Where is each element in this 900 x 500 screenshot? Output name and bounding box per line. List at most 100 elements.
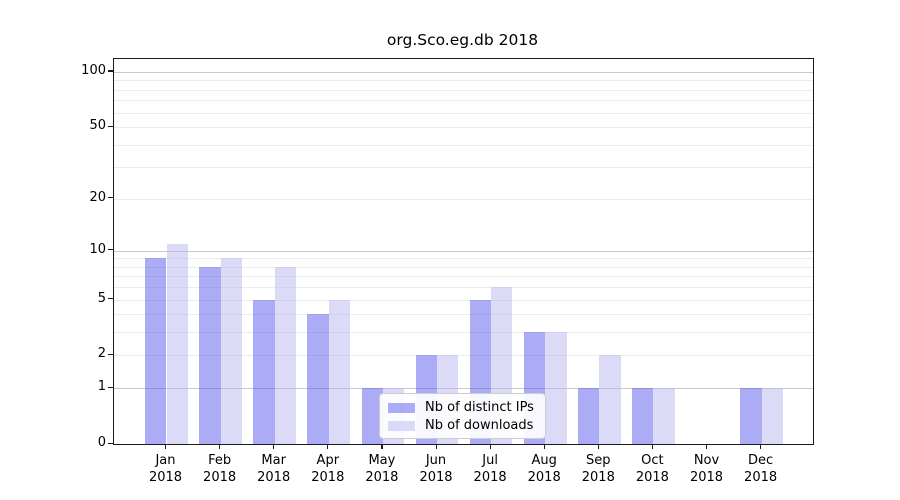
- x-tick-year: 2018: [365, 470, 399, 485]
- bar-nb-of-downloads-aug: [545, 332, 567, 444]
- x-tick-year: 2018: [581, 470, 615, 485]
- bar-nb-of-distinct-ips-apr: [307, 314, 329, 444]
- x-tick-label: Apr 2018: [298, 452, 358, 486]
- gridline-minor: [114, 314, 813, 316]
- y-tick-mark: [108, 298, 113, 300]
- y-tick-mark: [108, 353, 113, 356]
- x-tick-year: 2018: [148, 470, 183, 485]
- x-tick-month: Sep: [586, 453, 611, 468]
- gridline-minor: [114, 80, 813, 82]
- x-tick-label: Jan 2018: [136, 452, 196, 486]
- x-tick-year: 2018: [203, 470, 237, 485]
- x-tick-label: Jul 2018: [460, 452, 520, 486]
- bar-nb-of-downloads-mar: [274, 266, 297, 444]
- x-tick-month: Jan: [155, 453, 176, 468]
- bar-nb-of-distinct-ips-feb: [199, 266, 221, 444]
- x-tick-mark: [165, 444, 167, 449]
- gridline-minor: [114, 100, 813, 102]
- x-tick-year: 2018: [419, 470, 453, 485]
- y-tick-label: 5: [97, 290, 106, 306]
- x-tick-month: Dec: [748, 453, 774, 468]
- bar-nb-of-downloads-apr: [328, 299, 351, 444]
- x-tick-mark: [435, 444, 437, 449]
- bar-nb-of-downloads-oct: [653, 388, 675, 444]
- gridline-minor: [114, 144, 813, 146]
- bar-nb-of-downloads-feb: [220, 258, 242, 444]
- y-tick-mark: [108, 386, 113, 388]
- y-tick-mark: [108, 125, 113, 127]
- gridline-minor: [114, 276, 813, 278]
- x-tick-month: Jun: [425, 453, 447, 468]
- x-tick-label: Sep 2018: [568, 452, 628, 486]
- bar-nb-of-distinct-ips-dec: [740, 388, 762, 444]
- gridline-major: [114, 71, 813, 73]
- x-tick-year: 2018: [257, 470, 291, 485]
- y-tick-label: 10: [89, 241, 106, 257]
- y-tick-label: 2: [97, 346, 106, 362]
- x-tick-mark: [597, 444, 599, 449]
- gridline-minor: [114, 355, 813, 357]
- gridline-minor: [114, 198, 813, 200]
- gridline-minor: [114, 287, 813, 289]
- x-tick-year: 2018: [473, 470, 507, 485]
- x-tick-label: Jun 2018: [406, 452, 466, 486]
- x-tick-label: Dec 2018: [731, 452, 791, 486]
- x-tick-label: Feb 2018: [190, 452, 250, 486]
- legend-label-distinct-ips: Nb of distinct IPs: [425, 400, 534, 415]
- y-tick-mark: [108, 249, 113, 251]
- bar-nb-of-distinct-ips-sep: [577, 388, 600, 444]
- gridline-minor: [114, 167, 813, 169]
- y-tick-label: 0: [97, 435, 106, 450]
- bar-nb-of-distinct-ips-jan: [145, 258, 167, 444]
- x-tick-year: 2018: [311, 470, 345, 485]
- y-tick-mark: [108, 70, 113, 72]
- x-tick-mark: [219, 444, 221, 449]
- x-tick-month: Feb: [208, 453, 232, 468]
- x-tick-month: Apr: [316, 453, 340, 468]
- y-tick-label: 20: [89, 189, 106, 205]
- legend-item-distinct-ips: Nb of distinct IPs: [388, 399, 537, 416]
- gridline-minor: [114, 127, 813, 128]
- x-tick-month: Jul: [482, 453, 498, 468]
- gridline-minor: [114, 258, 813, 260]
- x-tick-label: Aug 2018: [514, 452, 574, 486]
- gridline-minor: [114, 332, 813, 334]
- x-tick-month: Mar: [261, 453, 286, 468]
- legend: Nb of distinct IPs Nb of downloads: [379, 393, 546, 439]
- x-tick-mark: [273, 444, 275, 449]
- y-tick-label: 50: [89, 118, 106, 133]
- x-tick-label: Nov 2018: [677, 452, 737, 486]
- x-tick-mark: [543, 444, 545, 449]
- x-tick-mark: [327, 444, 329, 449]
- x-tick-mark: [489, 444, 491, 449]
- gridline-minor: [114, 299, 813, 301]
- legend-label-downloads: Nb of downloads: [425, 418, 534, 433]
- x-tick-month: Nov: [693, 453, 720, 468]
- gridline-major: [114, 250, 813, 252]
- gridline-major: [114, 388, 813, 390]
- x-tick-month: May: [368, 453, 396, 468]
- legend-item-downloads: Nb of downloads: [388, 417, 537, 434]
- x-tick-year: 2018: [689, 470, 724, 485]
- bar-nb-of-downloads-sep: [599, 355, 621, 444]
- x-tick-month: Aug: [531, 453, 557, 468]
- x-tick-label: Oct 2018: [622, 452, 682, 486]
- gridline-minor: [114, 266, 813, 268]
- bar-nb-of-downloads-dec: [761, 388, 783, 444]
- x-tick-month: Oct: [641, 453, 664, 468]
- bar-nb-of-distinct-ips-oct: [632, 388, 654, 444]
- y-tick-label: 100: [81, 62, 106, 78]
- x-tick-mark: [760, 444, 762, 449]
- x-tick-year: 2018: [635, 470, 669, 485]
- x-tick-year: 2018: [744, 470, 778, 485]
- x-tick-label: Mar 2018: [244, 452, 304, 486]
- chart-title: org.Sco.eg.db 2018: [386, 31, 539, 49]
- y-tick-mark: [108, 442, 113, 444]
- x-tick-mark: [651, 444, 654, 449]
- legend-swatch-distinct-ips: [388, 402, 415, 413]
- y-tick-label: 1: [97, 379, 106, 395]
- x-tick-label: May 2018: [352, 452, 412, 486]
- plot-area: Nb of distinct IPs Nb of downloads: [113, 58, 814, 445]
- bar-nb-of-downloads-jan: [166, 243, 188, 444]
